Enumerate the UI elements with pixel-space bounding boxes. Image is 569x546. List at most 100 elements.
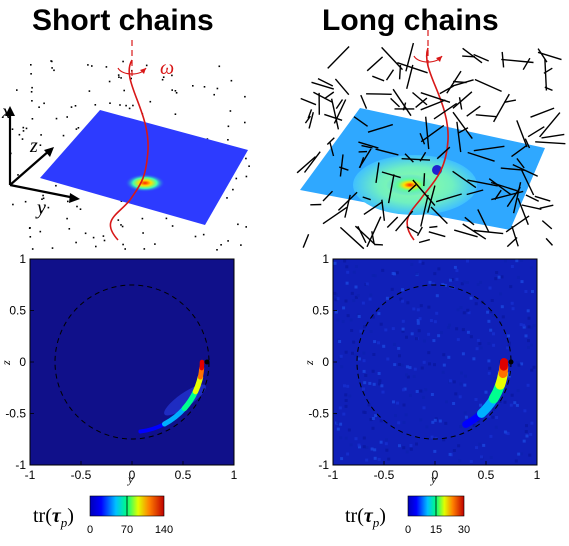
polymer-dot [68,228,71,230]
noise-cell [362,359,366,363]
noise-cell [507,374,511,378]
polymer-chain [473,145,505,152]
y-tick-label: -0.5 [5,407,26,421]
noise-cell [358,379,361,383]
noise-cell [365,458,369,462]
polymer-chain [521,170,535,196]
noise-cell [487,359,491,363]
polymer-dot [165,217,168,220]
polymer-dot [132,104,134,107]
noise-cell [406,301,410,305]
stress-arc [138,359,205,434]
noise-cell [427,332,431,336]
colorbar-tick: 70 [121,524,133,536]
polymer-dot [216,249,218,251]
polymer-chain [386,216,399,228]
noise-cell [442,363,446,367]
noise-cell [346,452,350,456]
polymer-chain [452,91,473,109]
polymer-chain [453,80,467,84]
polymer-dot [31,86,33,89]
polymer-dot [109,102,111,104]
noise-cell [503,259,507,263]
noise-cell [361,301,365,305]
noise-cell [334,293,338,297]
noise-cell [352,270,356,274]
polymer-chain [361,144,373,149]
polymer-dot [202,233,205,236]
polymer-chain [416,226,423,237]
polymer-dot [244,95,246,98]
polymer-chain [304,115,311,124]
polymer-dot [39,230,42,233]
noise-cell [479,403,483,407]
polymer-chain [473,53,489,62]
noise-cell [371,274,375,277]
polymer-chain [300,97,317,106]
noise-cell [369,293,373,297]
polymer-chain [500,167,525,171]
polymer-dot [55,117,58,120]
colorbar-tick: 0 [405,524,411,536]
noise-cell [381,390,385,394]
y-axis-arrow [9,183,76,200]
noise-cell [369,330,373,333]
polymer-chain [524,138,531,149]
polymer-chain [477,209,490,233]
polymer-dot [42,197,45,200]
noise-cell [500,305,504,309]
noise-cell [446,326,450,329]
noise-cell [475,347,479,351]
polymer-dot [42,194,44,197]
noise-cell [516,361,520,365]
noise-cell [430,435,434,439]
noise-cell [373,340,377,344]
noise-cell [348,394,352,398]
noise-cell [448,323,451,327]
polymer-chain [439,85,454,95]
noise-cell [345,281,349,285]
noise-cell [442,353,446,357]
noise-cell [405,373,409,377]
polymer-dot [91,65,93,67]
noise-cell [403,387,407,391]
polymer-dot [41,198,43,200]
noise-cell [372,382,376,386]
polymer-dot [67,200,69,203]
noise-cell [379,419,383,423]
noise-cell [515,259,519,263]
polymer-chain [358,141,379,149]
noise-cell [402,446,406,450]
polymer-chain [366,216,382,248]
polymer-dot [171,225,174,227]
polymer-chain [401,158,431,161]
x-tick-label: -0.5 [374,468,395,482]
noise-cell [488,286,492,290]
y-tick-label: 1 [322,252,329,266]
polymer-chain [534,195,551,202]
polymer-dot [75,128,78,130]
polymer-chain [452,111,473,140]
polymer-chain [324,113,343,121]
polymer-dot [120,77,122,79]
polymer-chain [366,93,392,95]
noise-cell [449,278,452,282]
noise-cell [462,311,466,315]
noise-cell [442,438,446,442]
x-tick-label: 1 [231,468,238,482]
polymer-dot [203,86,206,88]
polymer-dot [245,175,248,178]
noise-cell [454,392,458,396]
noise-cell [430,393,434,396]
noise-cell [479,346,483,350]
polymer-dot [51,247,54,249]
noise-cell [393,363,397,367]
x-tick-label: -0.5 [71,468,92,482]
polymer-dot [74,105,77,107]
noise-cell [368,381,372,385]
noise-cell [464,415,468,419]
polymer-dot [39,144,42,146]
short-chains-schematic: ω x z y [1,40,250,251]
axis-ticks: -1 -0.5 0 0.5 1 1 0.5 0 -0.5 -1 [308,252,540,482]
